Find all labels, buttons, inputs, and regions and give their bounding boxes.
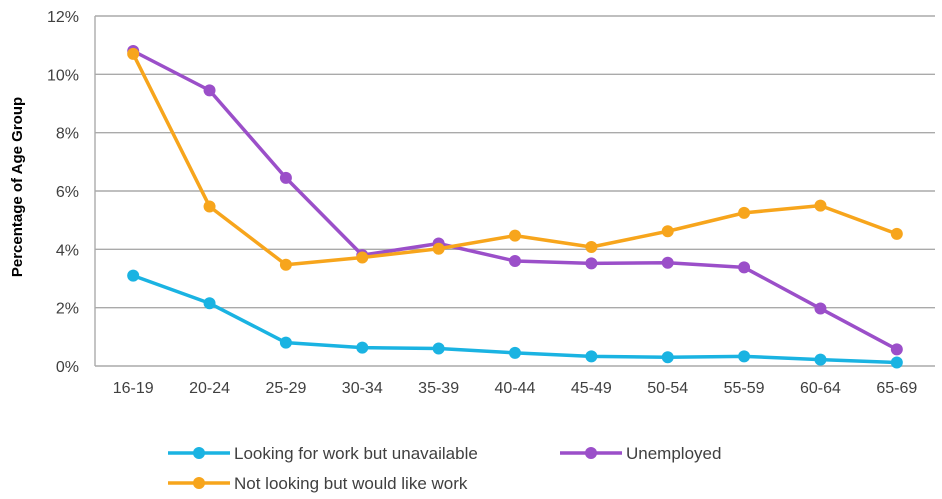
data-point <box>661 225 674 238</box>
series-2 <box>127 47 903 271</box>
y-tick-label: 2% <box>56 301 79 318</box>
y-axis-ticks: 0% 2% 4% 6% 8% 10% 12% <box>47 9 79 376</box>
x-tick-label: 20-24 <box>189 380 230 397</box>
x-tick-label: 65-69 <box>876 380 917 397</box>
legend-swatch-marker <box>585 447 597 459</box>
x-tick-label: 30-34 <box>342 380 383 397</box>
data-point <box>279 171 292 184</box>
legend-label: Looking for work but unavailable <box>234 444 478 463</box>
data-point <box>890 343 903 356</box>
data-point <box>203 297 216 310</box>
data-point <box>738 350 751 363</box>
x-tick-label: 60-64 <box>800 380 841 397</box>
x-tick-label: 50-54 <box>647 380 688 397</box>
legend-item: Looking for work but unavailable <box>168 444 478 463</box>
data-point <box>890 227 903 240</box>
y-tick-label: 4% <box>56 242 79 259</box>
data-point <box>509 255 521 267</box>
x-tick-label: 35-39 <box>418 380 459 397</box>
data-point <box>661 256 674 269</box>
data-point <box>356 341 369 354</box>
x-axis-ticks: 16-19 20-24 25-29 30-34 35-39 40-44 45-49 50-54… <box>113 380 918 397</box>
legend-label: Unemployed <box>626 444 721 463</box>
data-point <box>127 47 140 60</box>
data-point <box>432 342 445 355</box>
legend-label: Not looking but would like work <box>234 474 468 493</box>
data-point <box>432 242 445 255</box>
y-tick-label: 6% <box>56 184 79 201</box>
data-point <box>738 261 751 274</box>
data-point <box>585 257 598 270</box>
y-tick-label: 12% <box>47 9 79 26</box>
legend-swatch-marker <box>193 447 205 459</box>
data-point <box>814 199 827 212</box>
legend-swatch-marker <box>193 477 205 489</box>
y-tick-label: 8% <box>56 126 79 143</box>
data-point <box>279 336 292 349</box>
x-tick-label: 25-29 <box>265 380 306 397</box>
series-1 <box>127 45 903 356</box>
data-point <box>738 206 751 219</box>
data-point <box>509 346 521 359</box>
data-point <box>203 84 216 97</box>
data-point <box>814 302 827 315</box>
x-tick-label: 45-49 <box>571 380 612 397</box>
x-tick-label: 55-59 <box>724 380 765 397</box>
legend-item: Unemployed <box>560 444 721 463</box>
y-tick-label: 10% <box>47 67 79 84</box>
y-tick-label: 0% <box>56 359 79 376</box>
data-point <box>585 241 598 253</box>
x-tick-label: 40-44 <box>495 380 536 397</box>
legend-item: Not looking but would like work <box>168 474 468 493</box>
data-point <box>509 229 521 242</box>
data-point <box>585 350 598 363</box>
data-point <box>127 269 140 282</box>
data-point <box>356 251 369 264</box>
y-axis-label: Percentage of Age Group <box>9 97 26 277</box>
series-0 <box>127 269 903 369</box>
data-point <box>203 200 216 213</box>
series-group <box>127 45 903 369</box>
data-point <box>890 356 903 369</box>
data-point <box>661 351 674 364</box>
x-tick-label: 16-19 <box>113 380 154 397</box>
legend: Looking for work but unavailable Unemploy… <box>168 444 721 493</box>
data-point <box>279 258 292 271</box>
grid-lines <box>94 15 935 367</box>
data-point <box>814 353 827 366</box>
series-line <box>131 49 899 352</box>
